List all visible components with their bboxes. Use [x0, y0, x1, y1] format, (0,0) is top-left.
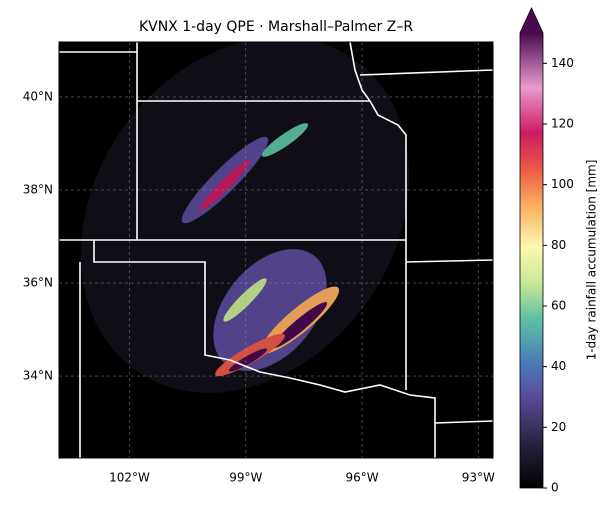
- colorbar-tick-label: 40: [551, 359, 566, 373]
- lon-tick-label: 99°W: [229, 471, 262, 485]
- lat-tick-label: 38°N: [23, 182, 53, 196]
- lat-tick-label: 40°N: [23, 89, 53, 103]
- map: [59, 42, 493, 458]
- borders: [59, 42, 493, 458]
- colorbar-tick-label: 80: [551, 238, 566, 252]
- lat-tick-label: 36°N: [23, 276, 53, 290]
- colorbar-tick-label: 140: [551, 56, 574, 70]
- lat-tick-label: 34°N: [23, 369, 53, 383]
- colorbar-tick-label: 120: [551, 117, 574, 131]
- chart-title: KVNX 1-day QPE · Marshall–Palmer Z–R: [139, 19, 413, 35]
- rainfall: [80, 42, 410, 393]
- colorbar-tick-label: 60: [551, 299, 566, 313]
- lon-tick-label: 96°W: [345, 471, 378, 485]
- lon-tick-label: 93°W: [462, 471, 495, 485]
- graticule: [59, 42, 493, 458]
- lon-tick-label: 102°W: [109, 471, 150, 485]
- map-frame: [58, 41, 494, 459]
- colorbar-label: 1-day rainfall accumulation [mm]: [585, 160, 599, 361]
- colorbar-extend: [520, 8, 543, 33]
- colorbar: 0 20 40 60 80 100 120 140: [519, 7, 574, 495]
- colorbar-frame: [519, 7, 544, 489]
- colorbar-tick-label: 20: [551, 420, 566, 434]
- colorbar-tick-label: 0: [551, 481, 559, 495]
- colorbar-scale: [520, 33, 543, 488]
- colorbar-tick-label: 100: [551, 177, 574, 191]
